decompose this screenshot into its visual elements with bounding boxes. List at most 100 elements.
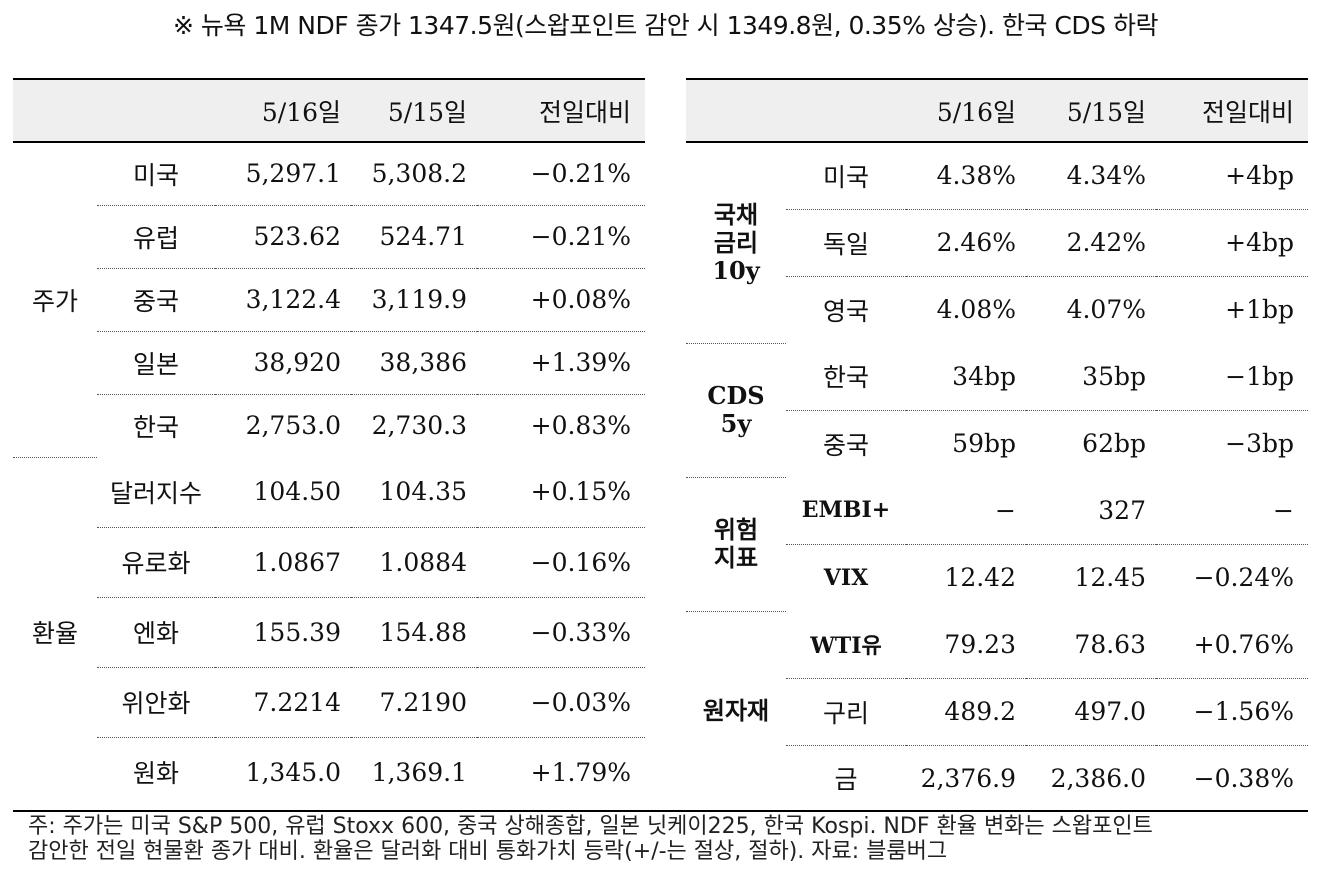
table-row: 유럽 523.62 524.71 −0.21% xyxy=(13,204,645,268)
page-title: ※ 뉴욕 1M NDF 종가 1347.5원(스왑포인트 감안 시 1349.8… xyxy=(173,11,1158,40)
value-date-2: 327 xyxy=(1098,495,1146,525)
value-date-2: 524.71 xyxy=(351,204,477,268)
value-change: +1bp xyxy=(1156,275,1308,343)
row-name: 한국 xyxy=(822,363,869,393)
value-change: −0.21% xyxy=(477,204,645,268)
value-change: +0.83% xyxy=(477,393,645,457)
value-change: +4bp xyxy=(1225,161,1294,191)
value-date-2: 1,369.1 xyxy=(351,736,477,807)
table-row: 영국 4.08% 4.07% +1bp xyxy=(686,275,1308,343)
header-blank xyxy=(686,79,786,143)
row-name: WTI유 xyxy=(810,633,882,660)
value-date-2: 4.34% xyxy=(1066,161,1146,191)
value-date-1: 2.46% xyxy=(906,208,1026,276)
value-change: −0.33% xyxy=(477,596,645,667)
value-change: −1bp xyxy=(1225,361,1294,391)
value-date-2: 2,730.3 xyxy=(351,393,477,457)
group-label: CDS 5y xyxy=(686,342,786,477)
value-date-2: 4.07% xyxy=(1026,275,1156,343)
group-label-line: 지표 xyxy=(713,543,759,572)
value-date-1: 7.2214 xyxy=(215,666,351,737)
group-label-text: CDS 5y xyxy=(686,382,786,438)
value-date-2: 62bp xyxy=(1026,409,1156,477)
group-label-text: 위험 지표 xyxy=(686,516,786,572)
value-date-1: − xyxy=(995,495,1016,525)
value-date-1: 12.42 xyxy=(906,543,1026,611)
table-row: 원자재 WTI유 79.23 78.63 +0.76% xyxy=(686,610,1308,811)
value-change: +0.08% xyxy=(477,267,645,331)
value-date-1: 34bp xyxy=(952,361,1016,391)
value-date-2: 5,308.2 xyxy=(371,159,467,189)
value-date-2: 78.63 xyxy=(1074,629,1146,659)
table-row: 구리 489.2 497.0 −1.56% xyxy=(686,677,1308,745)
value-date-1: 523.62 xyxy=(215,204,351,268)
value-date-2: 35bp xyxy=(1082,361,1146,391)
table-row: 엔화 155.39 154.88 −0.33% xyxy=(13,596,645,667)
table-header-row: 5/16일 5/15일 전일대비 xyxy=(13,79,645,143)
row-name: 중국 xyxy=(97,267,215,331)
table-row: 중국 3,122.4 3,119.9 +0.08% xyxy=(13,267,645,331)
value-change: − xyxy=(1273,495,1294,525)
group-label: 원자재 xyxy=(686,610,786,811)
value-date-1: 1,345.0 xyxy=(215,736,351,807)
row-name: 미국 xyxy=(132,160,179,190)
value-change: +0.76% xyxy=(1193,629,1294,659)
table-row: 금 2,376.9 2,386.0 −0.38% xyxy=(686,744,1308,811)
value-date-2: 7.2190 xyxy=(351,666,477,737)
row-name: 한국 xyxy=(97,393,215,457)
group-label-line: 원자재 xyxy=(702,696,770,726)
row-name: 위안화 xyxy=(97,666,215,737)
value-date-2: 154.88 xyxy=(351,596,477,667)
left-market-table: 5/16일 5/15일 전일대비 주가 미국 5,297.1 5,308.2 −0.21… xyxy=(13,78,645,807)
value-date-1: 4.08% xyxy=(906,275,1026,343)
row-name: 달러지수 xyxy=(109,478,202,508)
value-change: +4bp xyxy=(1156,208,1308,276)
value-date-2: 2,386.0 xyxy=(1026,744,1156,811)
value-change: +1.79% xyxy=(477,736,645,807)
group-label-line: 5y xyxy=(720,409,752,438)
group-label-line: CDS xyxy=(707,381,765,410)
footnote: 주: 주가는 미국 S&P 500, 유럽 Stoxx 600, 중국 상해종합… xyxy=(28,814,1318,864)
header-blank xyxy=(13,79,97,143)
value-date-2: 2.42% xyxy=(1026,208,1156,276)
value-date-1: 3,122.4 xyxy=(215,267,351,331)
row-name: 영국 xyxy=(786,275,906,343)
table-row: 원화 1,345.0 1,369.1 +1.79% xyxy=(13,736,645,807)
table-row: 한국 2,753.0 2,730.3 +0.83% xyxy=(13,393,645,457)
right-market-table: 5/16일 5/15일 전일대비 국채 금리 10y 미국 4.38% 4.34% +4bp… xyxy=(686,78,1308,811)
table-row: CDS 5y 한국 34bp 35bp −1bp xyxy=(686,342,1308,477)
group-label-text: 국채 금리 10y xyxy=(686,200,786,285)
header-date-2: 5/15일 xyxy=(351,79,477,143)
group-label: 국채 금리 10y xyxy=(686,142,786,343)
value-date-2: 1.0884 xyxy=(351,526,477,597)
value-date-1: 489.2 xyxy=(906,677,1026,745)
value-change: −0.21% xyxy=(530,159,631,189)
table-row: 독일 2.46% 2.42% +4bp xyxy=(686,208,1308,276)
footnote-line-1: 주: 주가는 미국 S&P 500, 유럽 Stoxx 600, 중국 상해종합… xyxy=(28,814,1153,839)
table-row: 유로화 1.0867 1.0884 −0.16% xyxy=(13,526,645,597)
value-date-2: 38,386 xyxy=(351,330,477,394)
group-label: 주가 xyxy=(31,286,78,316)
value-date-1: 59bp xyxy=(906,409,1026,477)
row-name: 금 xyxy=(786,744,906,811)
value-date-1: 79.23 xyxy=(944,629,1016,659)
header-change: 전일대비 xyxy=(1156,79,1308,143)
value-date-1: 104.50 xyxy=(253,477,341,507)
row-name: 엔화 xyxy=(97,596,215,667)
value-change: −0.03% xyxy=(477,666,645,737)
table-row: VIX 12.42 12.45 −0.24% xyxy=(686,543,1308,611)
value-date-1: 155.39 xyxy=(215,596,351,667)
table-row: 국채 금리 10y 미국 4.38% 4.34% +4bp xyxy=(686,142,1308,284)
header-date-2: 5/15일 xyxy=(1026,79,1156,143)
group-label-text: 원자재 xyxy=(686,697,786,725)
footnote-line-2: 감안한 전일 현물환 종가 대비. 환율은 달러화 대비 통화가치 등락(+/-… xyxy=(28,839,948,864)
value-date-1: 2,376.9 xyxy=(906,744,1026,811)
value-change: −0.38% xyxy=(1156,744,1308,811)
header-blank xyxy=(786,79,906,143)
bottom-rule xyxy=(13,810,1308,812)
header-blank xyxy=(97,79,215,143)
value-date-2: 497.0 xyxy=(1026,677,1156,745)
value-date-1: 5,297.1 xyxy=(245,159,341,189)
value-date-1: 4.38% xyxy=(936,161,1016,191)
value-date-2: 12.45 xyxy=(1026,543,1156,611)
